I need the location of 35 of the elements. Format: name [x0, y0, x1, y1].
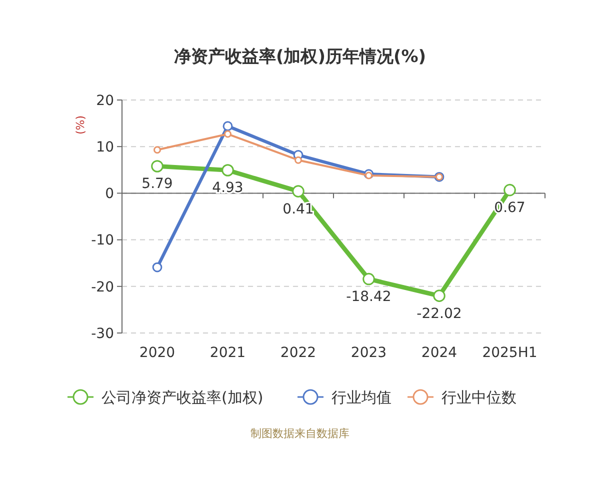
x-tick-label: 2024 [421, 345, 458, 361]
point [222, 164, 234, 176]
y-tick-label: -20 [91, 279, 114, 296]
point [151, 160, 164, 172]
point [504, 184, 516, 196]
y-tick-label: -30 [91, 326, 114, 342]
point [433, 290, 446, 302]
y-tick-label: 10 [96, 140, 114, 156]
y-axis-title: (%) [74, 115, 87, 135]
x-tick-label: 2022 [280, 345, 316, 361]
point [362, 272, 375, 286]
x-tick-label: 2023 [350, 345, 387, 361]
text: 制图数据来自数据库 [250, 427, 350, 440]
point [294, 156, 302, 164]
y-tick-label: -10 [91, 232, 114, 249]
x-tick-label: 2025H1 [482, 345, 538, 361]
legend-label: 行业中位数 [442, 388, 516, 406]
data-label: 5.79 [142, 176, 173, 192]
point [222, 121, 233, 132]
point [365, 172, 372, 180]
point [154, 146, 161, 154]
point [292, 185, 304, 198]
point [224, 130, 232, 138]
legend-label: 公司净资产收益率(加权) [102, 388, 264, 406]
x-tick-label: 2021 [210, 345, 246, 361]
chart-title: 净资产收益率(加权)历年情况(%) [174, 47, 426, 67]
y-tick-label: 20 [96, 92, 114, 109]
data-label: -18.42 [346, 289, 392, 306]
point [152, 262, 162, 272]
legend-label: 行业均值 [332, 388, 392, 406]
data-label: 4.93 [212, 180, 244, 196]
data-label: -22.02 [416, 306, 462, 322]
y-tick-label: 0 [105, 186, 114, 202]
x-tick-label: 2020 [139, 345, 176, 361]
data-label: 0.41 [282, 201, 314, 218]
